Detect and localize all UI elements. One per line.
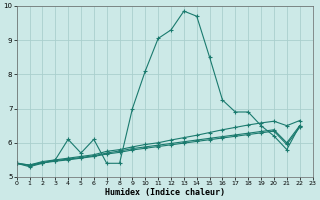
X-axis label: Humidex (Indice chaleur): Humidex (Indice chaleur) <box>105 188 225 197</box>
